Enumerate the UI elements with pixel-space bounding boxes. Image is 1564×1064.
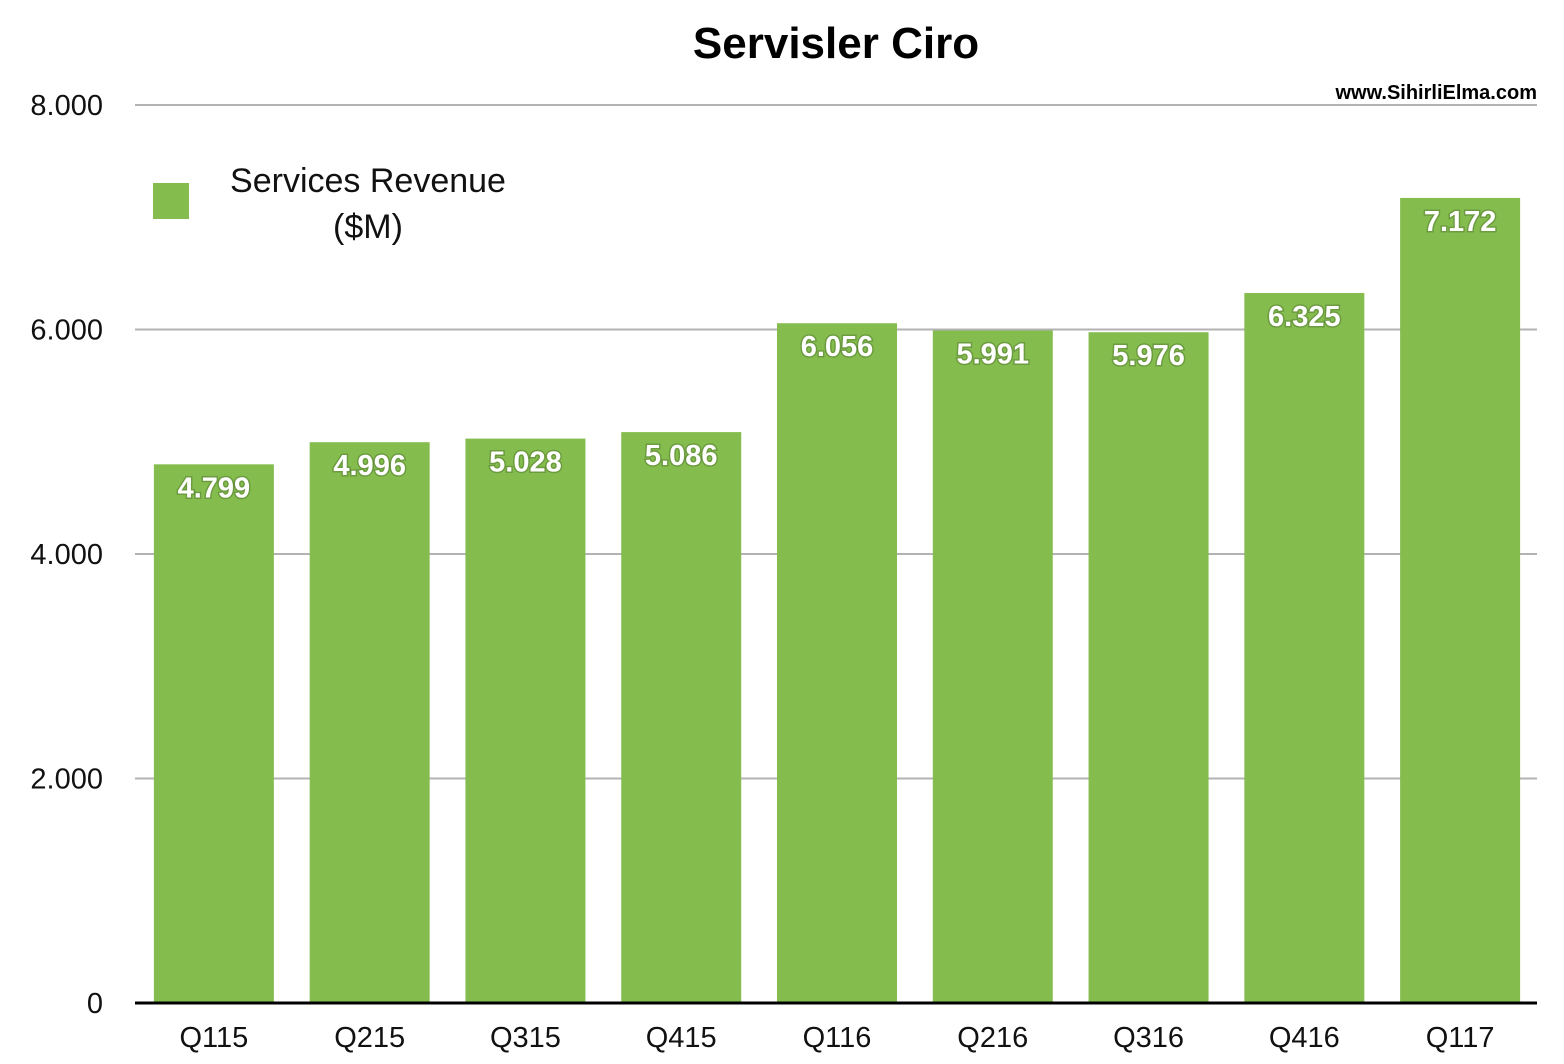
data-label: 5.086	[645, 440, 718, 472]
bar-Q215	[309, 442, 430, 1004]
x-axis-ticks: Q115 Q215 Q315 Q415 Q116 Q216 Q316 Q416 Q117	[179, 1022, 1494, 1054]
chart-title: Servisler Ciro	[693, 19, 979, 68]
data-label: 5.991	[956, 339, 1029, 371]
x-tick-label: Q115	[179, 1022, 248, 1054]
bars	[153, 197, 1521, 1004]
y-tick-label: 0	[87, 988, 103, 1020]
data-label: 6.056	[801, 331, 874, 363]
bar-Q115	[153, 464, 274, 1003]
bar-Q316	[1088, 332, 1209, 1004]
x-tick-label: Q415	[646, 1022, 717, 1054]
x-tick-label: Q117	[1426, 1022, 1495, 1054]
y-tick-label: 4.000	[30, 539, 103, 571]
x-tick-label: Q116	[803, 1022, 872, 1054]
y-axis-ticks: 0 2.000 4.000 6.000 8.000	[30, 90, 103, 1020]
data-label: 4.799	[178, 472, 251, 504]
x-tick-label: Q216	[957, 1022, 1028, 1054]
data-label: 7.172	[1424, 206, 1497, 238]
y-tick-label: 2.000	[30, 764, 103, 796]
data-labels: 4.799 4.996 5.028 5.086 6.056 5.991 5.976 6.325…	[176, 204, 1498, 505]
bar-Q416	[1244, 293, 1365, 1003]
legend-swatch	[153, 183, 189, 219]
bar-Q117	[1400, 197, 1521, 1003]
bar-Q315	[465, 438, 586, 1003]
bar-Q216	[932, 330, 1053, 1003]
x-tick-label: Q315	[490, 1022, 561, 1054]
bar-Q415	[621, 432, 742, 1003]
x-tick-label: Q215	[334, 1022, 405, 1054]
watermark: www.SihirliElma.com	[1334, 82, 1537, 104]
legend: Services Revenue ($M)	[153, 162, 506, 246]
y-tick-label: 6.000	[30, 315, 103, 347]
data-label: 6.325	[1268, 301, 1341, 333]
data-label: 5.028	[489, 447, 562, 479]
data-label: 5.976	[1112, 340, 1185, 372]
y-tick-label: 8.000	[30, 90, 103, 122]
data-label: 4.996	[333, 450, 406, 482]
x-tick-label: Q416	[1269, 1022, 1340, 1054]
legend-label-line2: ($M)	[333, 208, 403, 246]
legend-label-line1: Services Revenue	[230, 162, 506, 200]
bar-Q116	[777, 323, 897, 1003]
x-tick-label: Q316	[1113, 1022, 1184, 1054]
